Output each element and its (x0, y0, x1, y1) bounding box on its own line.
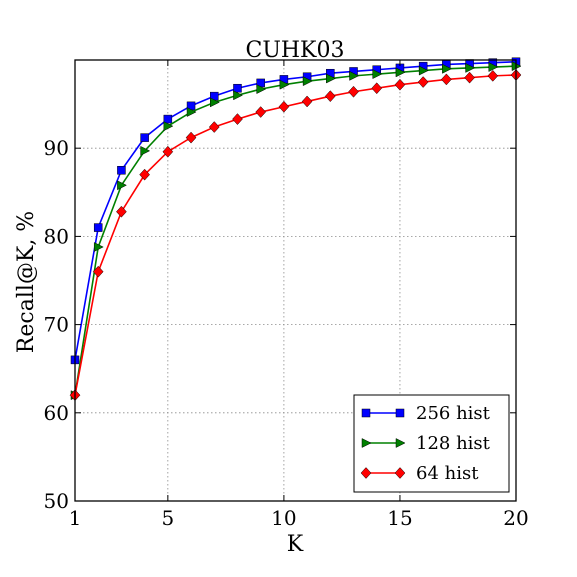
data-point (163, 114, 173, 124)
data-point (185, 131, 197, 144)
data-point (301, 95, 313, 108)
legend-marker (361, 408, 371, 418)
data-point (116, 205, 127, 218)
series-layer (69, 57, 522, 402)
data-point (92, 265, 104, 278)
y-tick-label: 90 (44, 136, 69, 160)
data-point (163, 121, 174, 132)
data-point (140, 133, 149, 142)
series-line (74, 74, 517, 396)
data-point (348, 85, 359, 98)
data-point (256, 84, 267, 95)
data-point (488, 62, 499, 72)
data-point (302, 76, 313, 87)
data-point (279, 79, 290, 90)
data-point (487, 70, 499, 82)
y-tick-label: 70 (44, 313, 69, 337)
legend: 256 hist 128 hist 64 hist (353, 394, 510, 493)
plot-frame (74, 59, 517, 502)
data-point (418, 65, 429, 76)
data-point (233, 83, 242, 93)
legend-marker (395, 408, 405, 418)
legend-marker (361, 438, 372, 448)
x-tick-label: 15 (387, 506, 412, 530)
data-point (395, 67, 406, 78)
legend-item: 128 hist (361, 433, 491, 454)
x-axis-label: K (287, 532, 304, 557)
data-point (139, 168, 150, 181)
data-point (232, 113, 243, 125)
series-128-hist (70, 61, 522, 401)
x-tick-label: 1 (69, 506, 82, 530)
data-point (371, 82, 383, 95)
data-point (441, 73, 452, 86)
data-point (117, 180, 127, 191)
y-tick-label: 60 (44, 401, 69, 425)
legend-marker (394, 467, 406, 479)
data-point (210, 97, 220, 108)
data-point (140, 145, 151, 156)
legend-marker (395, 438, 406, 448)
legend-label: 64 hist (416, 463, 479, 484)
data-point (186, 107, 197, 117)
legend-label: 128 hist (416, 433, 491, 454)
data-point (464, 71, 475, 84)
data-point (93, 223, 103, 232)
legend-item: 64 hist (360, 463, 479, 484)
data-point (208, 121, 220, 133)
data-point (349, 70, 360, 81)
data-point (324, 90, 336, 103)
data-point (233, 90, 244, 101)
x-tick-label: 20 (503, 506, 528, 530)
y-tick-label: 50 (44, 489, 69, 513)
data-point (117, 166, 126, 175)
legend-label: 256 hist (416, 403, 491, 424)
data-point (326, 73, 336, 84)
series-64-hist (69, 69, 522, 402)
legend-marker (360, 467, 372, 479)
y-tick-label: 80 (44, 224, 69, 248)
series-line (74, 60, 517, 361)
chart-title: CUHK03 (246, 38, 345, 63)
y-axis-label: Recall@K, % (14, 211, 39, 353)
x-tick-label: 5 (161, 506, 174, 530)
data-point (465, 63, 476, 73)
data-point (372, 69, 383, 80)
series-line (74, 65, 517, 396)
data-point (255, 106, 267, 118)
data-point (93, 242, 104, 252)
data-point (394, 78, 406, 91)
data-point (278, 100, 290, 113)
data-point (162, 145, 174, 158)
data-point (417, 76, 429, 88)
grid-lines (75, 60, 516, 501)
data-point (442, 63, 452, 74)
x-tick-label: 10 (271, 506, 296, 530)
legend-item: 256 hist (361, 403, 491, 424)
